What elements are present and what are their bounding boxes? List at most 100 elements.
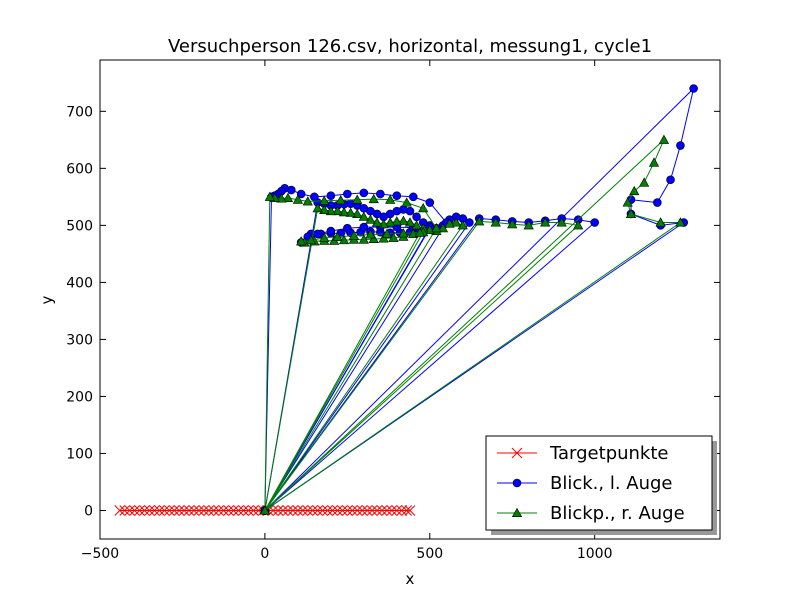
series-3-point bbox=[451, 217, 462, 227]
series-1-point bbox=[366, 505, 378, 516]
series-3-point bbox=[414, 227, 426, 237]
series-2-point bbox=[310, 192, 319, 202]
series-2-point bbox=[689, 84, 698, 93]
legend-label-1: Targetpunkte bbox=[549, 443, 669, 464]
series-1-point bbox=[134, 505, 145, 516]
x-tick-label: −500 bbox=[81, 546, 119, 562]
series-3-point bbox=[296, 236, 307, 246]
plot-frame bbox=[99, 59, 721, 540]
series-1-point bbox=[307, 505, 319, 516]
series-2-point bbox=[376, 189, 385, 199]
series-3-point bbox=[444, 218, 455, 228]
series-1-point bbox=[297, 505, 309, 516]
series-3-point bbox=[431, 223, 442, 233]
series-2-point bbox=[359, 222, 369, 232]
legend-entries: Targetpunkte Blick., l. Auge Blickp., r. A… bbox=[497, 443, 685, 524]
series-1-point bbox=[381, 505, 393, 516]
series-1-point bbox=[356, 505, 368, 516]
series-1-point bbox=[247, 505, 259, 516]
series-3-point bbox=[411, 220, 422, 230]
series-3-point bbox=[345, 207, 356, 217]
legend-label-2: Blick., l. Auge bbox=[550, 473, 673, 494]
x-tick-label: 1000 bbox=[577, 546, 613, 562]
series-3-point bbox=[319, 232, 330, 242]
y-tick-label: 0 bbox=[84, 503, 93, 519]
series-3-point bbox=[490, 217, 501, 227]
series-1-point bbox=[302, 505, 314, 516]
series-1-point bbox=[386, 505, 398, 516]
series-3-point bbox=[401, 197, 412, 207]
series-1-point bbox=[292, 505, 304, 516]
series-2-point bbox=[326, 191, 336, 201]
series-1-point bbox=[361, 505, 373, 516]
legend-label-3: Blickp., r. Auge bbox=[550, 503, 685, 524]
y-tick-label: 100 bbox=[66, 446, 93, 462]
series-1-point bbox=[154, 505, 165, 516]
series-3-point bbox=[365, 214, 376, 224]
series-1-point bbox=[124, 505, 136, 516]
series-1-point bbox=[228, 505, 239, 516]
series-3-point bbox=[648, 157, 660, 167]
series-1-point bbox=[203, 505, 215, 516]
series-1-point bbox=[193, 505, 205, 516]
series-2-point bbox=[408, 192, 418, 202]
series-1-point bbox=[144, 505, 155, 516]
series-3-point bbox=[398, 228, 409, 238]
series-3-point bbox=[358, 234, 369, 244]
series-3-point bbox=[381, 228, 393, 238]
series-2-point bbox=[359, 188, 369, 198]
series-1-point bbox=[337, 505, 348, 516]
series-3-point bbox=[302, 196, 313, 206]
series-1-point bbox=[168, 505, 180, 516]
series-1-point bbox=[391, 505, 403, 516]
tick-layer: −500 0 500 1000 0 100 200 300 400 500 600 700 bbox=[66, 60, 720, 562]
series-3-point bbox=[264, 191, 275, 201]
series-1-point bbox=[114, 505, 126, 516]
series-3-point bbox=[312, 203, 323, 213]
chart-title: Versuchperson 126.csv, horizontal, messu… bbox=[168, 36, 652, 57]
series-2-point bbox=[412, 212, 421, 222]
series-3-point bbox=[398, 215, 409, 225]
y-tick-label: 300 bbox=[66, 332, 93, 348]
series-3-point bbox=[332, 205, 343, 216]
series-1-point bbox=[208, 505, 220, 516]
series-3-point bbox=[418, 203, 429, 213]
series-3-point bbox=[573, 220, 584, 230]
series-3-point bbox=[368, 193, 379, 204]
series-2-point bbox=[425, 198, 435, 207]
series-3-point bbox=[655, 217, 666, 227]
series-1-point bbox=[149, 505, 160, 516]
series-2-point bbox=[343, 189, 352, 199]
series-1-point bbox=[404, 505, 416, 516]
series-3-point bbox=[371, 217, 383, 227]
series-3-point bbox=[276, 193, 287, 203]
series-1-point bbox=[341, 505, 353, 516]
series-1-point bbox=[233, 505, 244, 516]
series-1-point bbox=[401, 505, 413, 516]
x-tick-label: 0 bbox=[260, 546, 269, 562]
series-2-point bbox=[343, 223, 352, 233]
series-3-point bbox=[629, 185, 640, 196]
series-3-point bbox=[658, 134, 670, 144]
y-axis-title: y bbox=[38, 295, 56, 304]
series-1-point bbox=[351, 505, 363, 516]
series-3-point bbox=[352, 194, 363, 204]
legend: Targetpunkte Blick., l. Auge Blickp., r. A… bbox=[485, 435, 717, 535]
series-1-point bbox=[173, 505, 185, 516]
series-1-point bbox=[119, 505, 131, 516]
series-1-point bbox=[282, 505, 294, 516]
series-3-point bbox=[358, 211, 369, 221]
x-tick-label: 500 bbox=[416, 546, 443, 562]
series-3-point bbox=[523, 220, 534, 230]
series-3-point bbox=[348, 230, 360, 240]
series-1-point bbox=[371, 505, 383, 516]
series-3-point bbox=[457, 220, 468, 230]
series-2-point bbox=[326, 226, 336, 236]
series-1-point bbox=[317, 505, 328, 516]
series-3-point bbox=[391, 216, 402, 226]
series-1-point bbox=[213, 505, 225, 516]
y-tick-label: 600 bbox=[66, 161, 93, 177]
series-3-point bbox=[282, 192, 294, 202]
series-1-point bbox=[223, 505, 234, 516]
